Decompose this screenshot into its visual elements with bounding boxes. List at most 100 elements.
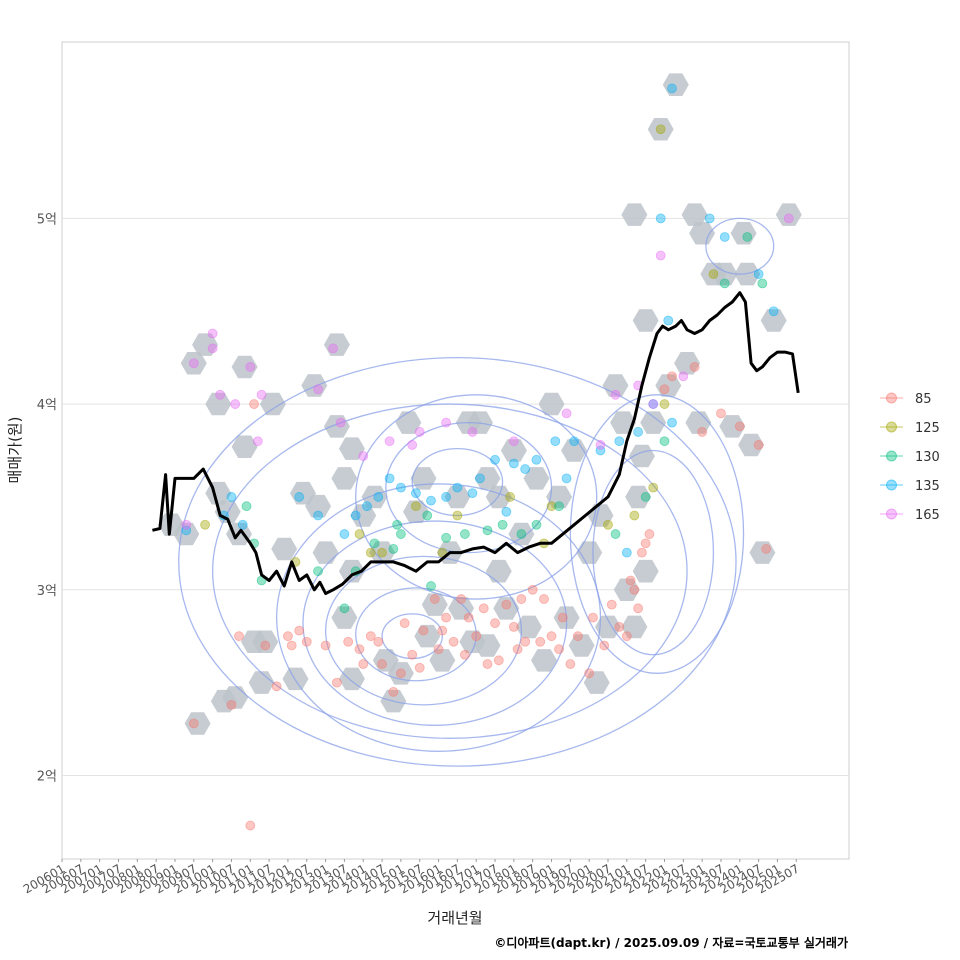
density-contour <box>355 587 477 682</box>
scatter-point-85 <box>395 668 406 679</box>
scatter-point-85 <box>636 547 647 558</box>
scatter-point-130 <box>395 529 406 539</box>
x-axis-title: 거래년월 <box>427 909 482 927</box>
scatter-point-135 <box>339 529 350 539</box>
hexbin-cell <box>621 615 648 639</box>
scatter-point-165 <box>783 213 794 224</box>
median-price-line <box>152 291 800 595</box>
hexbin-cell <box>252 630 279 653</box>
scatter-point-135 <box>181 525 192 536</box>
hexbin-cell <box>719 415 746 438</box>
legend-key-point <box>886 421 897 433</box>
scatter-point-135 <box>655 213 666 224</box>
scatter-point-130 <box>422 510 433 521</box>
hexbin-cell <box>689 222 716 245</box>
density-contour <box>275 483 602 752</box>
scatter-point-165 <box>414 427 425 437</box>
scatter-point-135 <box>621 547 632 558</box>
scatter-point-135 <box>467 488 478 499</box>
scatter-point-85 <box>508 621 519 632</box>
legend: 85 125 130 135 165 <box>880 392 940 523</box>
scatter-point-85 <box>629 584 640 595</box>
hexbin-cell <box>323 333 350 356</box>
density-contour <box>411 447 504 517</box>
scatter-point-130 <box>388 544 399 554</box>
scatter-point-130 <box>369 538 380 549</box>
scatter-point-85 <box>546 631 557 642</box>
hexbin-cell <box>583 671 610 694</box>
scatter-point-165 <box>610 389 621 400</box>
hexbin-cell <box>338 667 365 691</box>
scatter-point-165 <box>256 389 267 400</box>
median-line-layer <box>152 291 800 595</box>
hexbin-layer <box>158 73 802 735</box>
hexbin-cell <box>474 467 501 490</box>
hexbin-cell <box>523 467 550 490</box>
scatter-point-85 <box>644 529 655 539</box>
scatter-point-85 <box>572 631 583 642</box>
scatter-point-135 <box>667 417 677 428</box>
scatter-point-125 <box>354 529 365 539</box>
y-tick-label: 4억 <box>37 398 57 413</box>
scatter-point-85 <box>226 699 237 710</box>
legend-key-point <box>886 479 897 491</box>
scatter-point-135 <box>508 458 519 469</box>
hexbin-cell <box>448 597 475 620</box>
scatter-point-85 <box>539 594 549 604</box>
scatter-point-135 <box>475 473 485 484</box>
scatter-point-85 <box>234 631 244 642</box>
scatter-point-165 <box>467 427 478 437</box>
scatter-point-85 <box>621 631 632 642</box>
hexbin-cell <box>730 222 757 245</box>
scatter-point-165 <box>181 519 192 530</box>
y-tick-label: 3억 <box>37 584 57 599</box>
density-contour <box>178 357 737 767</box>
density-contour <box>211 403 688 739</box>
scatter-point-130 <box>610 529 621 539</box>
scatter-point-165 <box>655 250 666 261</box>
scatter-point-135 <box>452 482 463 493</box>
hexbin-cell <box>444 485 471 509</box>
legend-label: 125 <box>915 421 940 436</box>
scatter-point-85 <box>294 625 305 636</box>
scatter-point-165 <box>407 440 418 450</box>
scatter-point-135 <box>237 519 248 530</box>
hexbin-cell <box>301 374 328 397</box>
scatter-point-165 <box>678 371 689 382</box>
scatter-point-135 <box>663 315 674 326</box>
scatter-point-85 <box>448 636 459 647</box>
hexbin-cell <box>485 559 512 583</box>
scatter-point-85 <box>716 408 726 419</box>
scatter-point-130 <box>640 492 651 502</box>
hexbin-cell <box>508 522 535 546</box>
scatter-point-125 <box>505 492 516 502</box>
hexbin-cell <box>231 355 258 379</box>
hexbin-cell <box>259 392 286 416</box>
scatter-point-125 <box>546 501 557 512</box>
hexbin-cell <box>271 537 298 561</box>
scatter-point-130 <box>497 519 508 530</box>
scatter-point-85 <box>633 603 644 614</box>
hexbin-cell <box>369 541 396 564</box>
scatter-point-135 <box>595 445 606 456</box>
scatter-point-85 <box>640 538 651 549</box>
hexbin-cell <box>662 73 689 96</box>
scatter-point-85 <box>478 603 489 614</box>
scatter-point-85 <box>482 659 493 669</box>
scatter-point-85 <box>286 640 297 651</box>
scatter-point-85 <box>358 659 369 669</box>
scatter-point-130 <box>441 532 451 543</box>
scatter-point-85 <box>460 649 470 660</box>
legend-label: 130 <box>915 450 940 465</box>
scatter-point-85 <box>456 594 467 604</box>
scatter-point-85 <box>429 594 440 604</box>
hexbin-cell <box>674 352 701 375</box>
legend-label: 165 <box>915 508 940 523</box>
scatter-point-135 <box>313 510 323 521</box>
scatter-point-85 <box>584 668 595 679</box>
scatter-point-135 <box>362 501 372 512</box>
scatter-point-135 <box>569 436 580 447</box>
scatter-point-125 <box>377 547 387 558</box>
density-contour <box>324 555 523 706</box>
scatter-point-85 <box>614 621 625 632</box>
